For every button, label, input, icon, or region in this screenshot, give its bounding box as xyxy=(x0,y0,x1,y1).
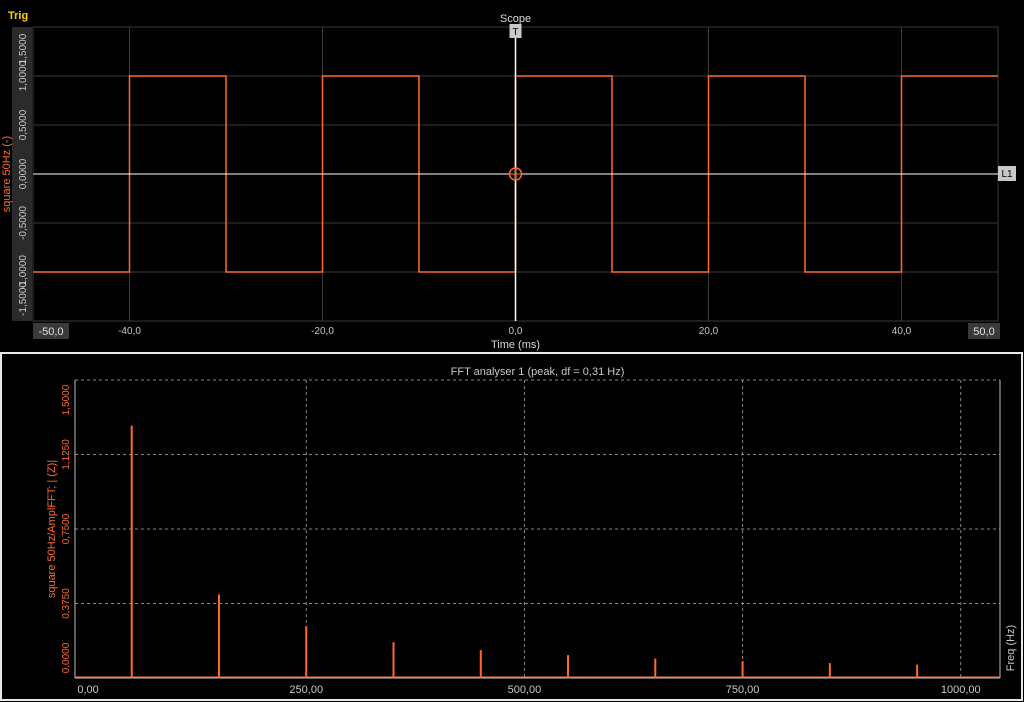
fft-chart[interactable]: FFT analyser 1 (peak, df = 0,31 Hz)0,000… xyxy=(0,352,1024,702)
scope-panel[interactable]: T L1 Scope Trig 1,5000 1,0000 0,5000 0,0000 -0,5… xyxy=(0,0,1024,352)
fft-y-tick-label: 1,1250 xyxy=(61,439,72,470)
scope-xmax-label[interactable]: 50,0 xyxy=(973,326,994,338)
fft-y-axis-label: square 50Hz/AmplFFT; | (Z)| xyxy=(46,460,58,598)
scope-x-tick-label: -40,0 xyxy=(118,326,141,337)
scope-y-tick-label: 1,0000 xyxy=(18,60,29,91)
trigger-marker-box[interactable] xyxy=(509,24,522,38)
fft-x-tick-label: 500,00 xyxy=(508,684,542,696)
fft-y-tick-label: 0,7500 xyxy=(61,513,72,544)
scope-x-tick-label: 20,0 xyxy=(699,326,719,337)
level-marker-box[interactable] xyxy=(998,166,1016,181)
fft-panel[interactable]: FFT analyser 1 (peak, df = 0,31 Hz) 0,000… xyxy=(0,352,1024,702)
fft-x-axis-label: Freq (Hz) xyxy=(1005,625,1017,671)
scope-y-tick-label: 0,5000 xyxy=(18,109,29,140)
trigger-marker: T xyxy=(512,27,518,38)
scope-y-tick-label: -1,5000 xyxy=(18,282,29,316)
scope-title: Scope xyxy=(500,13,531,25)
fft-y-tick-label: 0,0000 xyxy=(61,642,72,673)
scope-y-tick-label: 1,5000 xyxy=(18,33,29,64)
scope-x-tick-label: 40,0 xyxy=(892,326,912,337)
fft-title: FFT analyser 1 (peak, df = 0,31 Hz) xyxy=(451,366,625,378)
scope-x-tick-label: 0,0 xyxy=(509,326,523,337)
scope-y-axis-strip xyxy=(12,27,32,321)
trig-label[interactable]: Trig xyxy=(8,10,28,22)
scope-x-axis-label: Time (ms) xyxy=(491,339,540,351)
fft-x-tick-label: 1000,00 xyxy=(941,684,981,696)
scope-y-tick-label: -1,0000 xyxy=(18,255,29,289)
level-marker: L1 xyxy=(1001,169,1013,180)
fft-y-tick-label: 0,3750 xyxy=(61,588,72,619)
scope-xmin-box[interactable] xyxy=(33,323,69,339)
scope-y-axis-label: square 50Hz (-) xyxy=(1,136,13,212)
fft-x-tick-label: 250,00 xyxy=(289,684,323,696)
scope-xmin-label[interactable]: -50,0 xyxy=(38,326,63,338)
scope-y-tick-label: -0,5000 xyxy=(18,206,29,240)
scope-xmax-box[interactable] xyxy=(968,323,1000,339)
scope-y-tick-label: 0,0000 xyxy=(18,158,29,189)
fft-x-tick-label: 0,00 xyxy=(77,684,98,696)
fft-x-tick-label: 750,00 xyxy=(726,684,760,696)
scope-x-tick-label: -20,0 xyxy=(311,326,334,337)
fft-y-tick-label: 1,5000 xyxy=(61,384,72,415)
